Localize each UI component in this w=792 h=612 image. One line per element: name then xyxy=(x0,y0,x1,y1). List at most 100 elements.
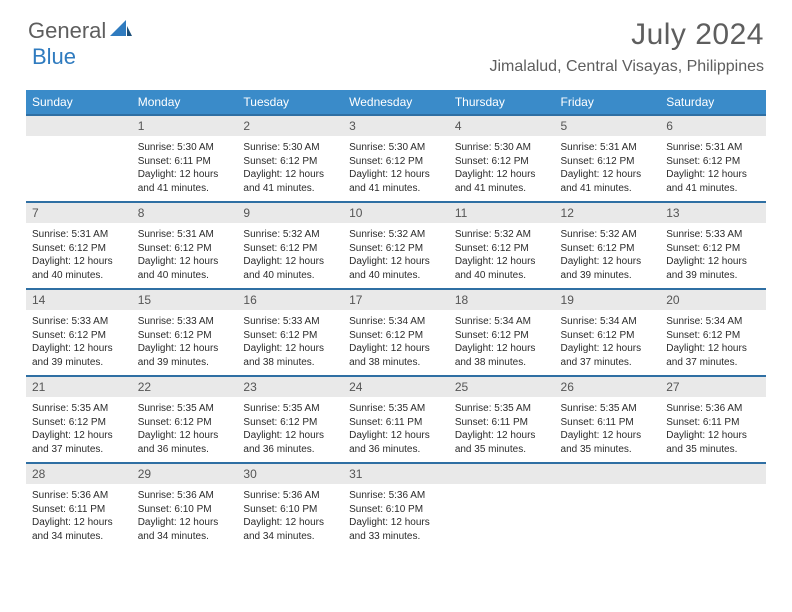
day-number-cell: 18 xyxy=(449,289,555,310)
location-text: Jimalalud, Central Visayas, Philippines xyxy=(489,58,764,76)
sunset-line: Sunset: 6:12 PM xyxy=(561,155,655,169)
sunrise-line: Sunrise: 5:35 AM xyxy=(455,402,549,416)
sunset-line: Sunset: 6:12 PM xyxy=(455,242,549,256)
day-number-row: 28293031 xyxy=(26,463,766,484)
day-number-cell: 8 xyxy=(132,202,238,223)
sunset-line: Sunset: 6:11 PM xyxy=(138,155,232,169)
day-number-cell: 21 xyxy=(26,376,132,397)
sunset-line: Sunset: 6:11 PM xyxy=(666,416,760,430)
logo-text-1: General xyxy=(28,18,106,44)
day-number-cell: 9 xyxy=(237,202,343,223)
logo-text-2: Blue xyxy=(32,44,76,69)
day-content-cell: Sunrise: 5:36 AMSunset: 6:10 PMDaylight:… xyxy=(343,484,449,549)
sunrise-line: Sunrise: 5:36 AM xyxy=(32,489,126,503)
sunrise-line: Sunrise: 5:30 AM xyxy=(349,141,443,155)
daylight-line: Daylight: 12 hours and 37 minutes. xyxy=(666,342,760,369)
daylight-line: Daylight: 12 hours and 34 minutes. xyxy=(138,516,232,543)
day-content-cell: Sunrise: 5:33 AMSunset: 6:12 PMDaylight:… xyxy=(26,310,132,376)
day-number-cell: 20 xyxy=(660,289,766,310)
day-number-cell: 11 xyxy=(449,202,555,223)
sunset-line: Sunset: 6:12 PM xyxy=(138,329,232,343)
weekday-header: Sunday xyxy=(26,90,132,115)
day-number-cell: 5 xyxy=(555,115,661,136)
sunset-line: Sunset: 6:12 PM xyxy=(32,329,126,343)
sunset-line: Sunset: 6:11 PM xyxy=(455,416,549,430)
day-number-cell: 16 xyxy=(237,289,343,310)
day-content-cell: Sunrise: 5:34 AMSunset: 6:12 PMDaylight:… xyxy=(660,310,766,376)
day-number-cell: 23 xyxy=(237,376,343,397)
month-title: July 2024 xyxy=(489,18,764,52)
daylight-line: Daylight: 12 hours and 35 minutes. xyxy=(666,429,760,456)
day-number-cell: 3 xyxy=(343,115,449,136)
sunrise-line: Sunrise: 5:33 AM xyxy=(666,228,760,242)
sunset-line: Sunset: 6:12 PM xyxy=(243,242,337,256)
sunrise-line: Sunrise: 5:30 AM xyxy=(138,141,232,155)
day-number-cell: 15 xyxy=(132,289,238,310)
day-number-cell: 13 xyxy=(660,202,766,223)
day-content-cell: Sunrise: 5:35 AMSunset: 6:12 PMDaylight:… xyxy=(132,397,238,463)
daylight-line: Daylight: 12 hours and 41 minutes. xyxy=(455,168,549,195)
day-number-cell: 30 xyxy=(237,463,343,484)
day-number-cell: 26 xyxy=(555,376,661,397)
day-content-cell: Sunrise: 5:31 AMSunset: 6:12 PMDaylight:… xyxy=(660,136,766,202)
day-number-row: 14151617181920 xyxy=(26,289,766,310)
day-number-cell: 10 xyxy=(343,202,449,223)
sunset-line: Sunset: 6:10 PM xyxy=(138,503,232,517)
sunrise-line: Sunrise: 5:32 AM xyxy=(243,228,337,242)
sunset-line: Sunset: 6:12 PM xyxy=(138,242,232,256)
daylight-line: Daylight: 12 hours and 34 minutes. xyxy=(243,516,337,543)
daylight-line: Daylight: 12 hours and 38 minutes. xyxy=(349,342,443,369)
sunrise-line: Sunrise: 5:30 AM xyxy=(243,141,337,155)
daylight-line: Daylight: 12 hours and 40 minutes. xyxy=(32,255,126,282)
day-number-cell xyxy=(26,115,132,136)
day-number-cell xyxy=(660,463,766,484)
daylight-line: Daylight: 12 hours and 39 minutes. xyxy=(666,255,760,282)
sunrise-line: Sunrise: 5:31 AM xyxy=(32,228,126,242)
day-content-cell: Sunrise: 5:32 AMSunset: 6:12 PMDaylight:… xyxy=(237,223,343,289)
daylight-line: Daylight: 12 hours and 36 minutes. xyxy=(243,429,337,456)
day-content-cell: Sunrise: 5:33 AMSunset: 6:12 PMDaylight:… xyxy=(132,310,238,376)
sunset-line: Sunset: 6:12 PM xyxy=(32,242,126,256)
day-number-cell: 24 xyxy=(343,376,449,397)
day-content-row: Sunrise: 5:33 AMSunset: 6:12 PMDaylight:… xyxy=(26,310,766,376)
sunrise-line: Sunrise: 5:31 AM xyxy=(666,141,760,155)
daylight-line: Daylight: 12 hours and 38 minutes. xyxy=(455,342,549,369)
sunset-line: Sunset: 6:12 PM xyxy=(666,242,760,256)
sunrise-line: Sunrise: 5:33 AM xyxy=(138,315,232,329)
sunset-line: Sunset: 6:12 PM xyxy=(455,329,549,343)
sunset-line: Sunset: 6:11 PM xyxy=(349,416,443,430)
day-content-cell: Sunrise: 5:36 AMSunset: 6:11 PMDaylight:… xyxy=(660,397,766,463)
daylight-line: Daylight: 12 hours and 35 minutes. xyxy=(455,429,549,456)
day-number-cell xyxy=(555,463,661,484)
day-number-cell: 25 xyxy=(449,376,555,397)
daylight-line: Daylight: 12 hours and 40 minutes. xyxy=(455,255,549,282)
sunset-line: Sunset: 6:12 PM xyxy=(243,329,337,343)
sunrise-line: Sunrise: 5:36 AM xyxy=(138,489,232,503)
day-number-row: 123456 xyxy=(26,115,766,136)
sunrise-line: Sunrise: 5:30 AM xyxy=(455,141,549,155)
day-content-cell: Sunrise: 5:31 AMSunset: 6:12 PMDaylight:… xyxy=(26,223,132,289)
day-content-cell xyxy=(26,136,132,202)
sunrise-line: Sunrise: 5:32 AM xyxy=(349,228,443,242)
sunset-line: Sunset: 6:12 PM xyxy=(243,155,337,169)
day-number-cell: 6 xyxy=(660,115,766,136)
day-content-cell: Sunrise: 5:35 AMSunset: 6:11 PMDaylight:… xyxy=(343,397,449,463)
day-number-cell: 14 xyxy=(26,289,132,310)
calendar-table: Sunday Monday Tuesday Wednesday Thursday… xyxy=(26,90,766,549)
day-content-cell: Sunrise: 5:35 AMSunset: 6:12 PMDaylight:… xyxy=(237,397,343,463)
day-number-row: 21222324252627 xyxy=(26,376,766,397)
day-number-cell: 27 xyxy=(660,376,766,397)
sunset-line: Sunset: 6:11 PM xyxy=(561,416,655,430)
day-number-cell: 12 xyxy=(555,202,661,223)
day-number-row: 78910111213 xyxy=(26,202,766,223)
weekday-header: Monday xyxy=(132,90,238,115)
sunrise-line: Sunrise: 5:31 AM xyxy=(138,228,232,242)
day-number-cell: 22 xyxy=(132,376,238,397)
logo-sail-icon xyxy=(110,20,132,43)
sunrise-line: Sunrise: 5:33 AM xyxy=(32,315,126,329)
day-number-cell xyxy=(449,463,555,484)
weekday-header: Tuesday xyxy=(237,90,343,115)
day-content-cell: Sunrise: 5:35 AMSunset: 6:11 PMDaylight:… xyxy=(449,397,555,463)
sunrise-line: Sunrise: 5:35 AM xyxy=(561,402,655,416)
daylight-line: Daylight: 12 hours and 38 minutes. xyxy=(243,342,337,369)
